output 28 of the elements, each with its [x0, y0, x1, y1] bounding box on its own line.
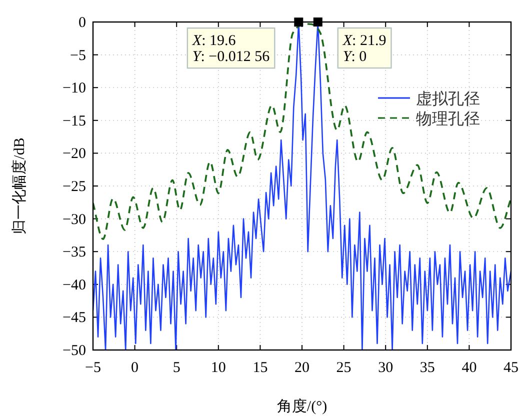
y-tick-label: −45: [62, 310, 86, 326]
annotation: X: 19.6 Y: −0.012 56: [191, 33, 270, 66]
x-axis-title: 角度/(°): [276, 398, 328, 415]
x-tick-label: 20: [294, 360, 310, 376]
y-tick-label: −20: [62, 146, 86, 162]
y-tick-label: −5: [70, 48, 86, 64]
y-tick-label: 0: [78, 15, 86, 31]
x-tick-label: 35: [420, 360, 435, 376]
annotation: X: 21.9 Y: 0: [342, 33, 386, 65]
y-tick-label: −10: [62, 80, 86, 97]
x-tick-label: −5: [85, 360, 101, 376]
x-tick-label: 10: [210, 360, 226, 376]
x-tick-label: 5: [172, 360, 180, 376]
y-tick-label: −35: [62, 244, 86, 261]
x-tick-label: 40: [462, 360, 477, 376]
x-tick-label: 15: [252, 360, 268, 376]
y-tick-label: −25: [62, 179, 86, 195]
y-tick-label: −40: [62, 277, 86, 294]
y-tick-label: −50: [62, 343, 86, 359]
legend-label: 物理孔径: [416, 111, 480, 128]
x-tick-label: 0: [131, 360, 139, 376]
y-axis-title: 归一化幅度/dB: [11, 138, 28, 234]
y-tick-label: −15: [62, 113, 86, 130]
legend-label: 虚拟孔径: [416, 90, 480, 108]
x-tick-label: 45: [504, 360, 518, 376]
x-tick-label: 25: [336, 360, 352, 376]
y-tick-label: −30: [62, 212, 86, 228]
x-tick-label: 30: [378, 360, 394, 376]
